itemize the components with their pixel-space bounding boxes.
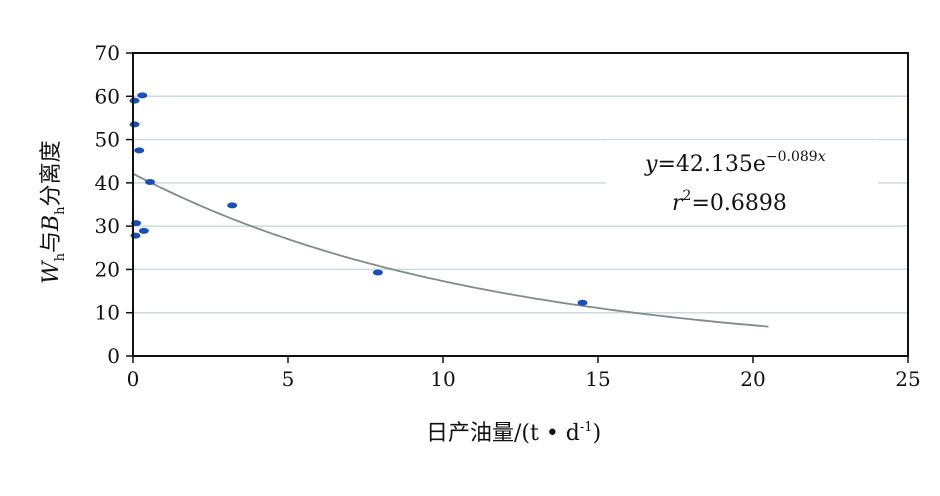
trendline-group (132, 172, 769, 328)
x-axis-title: 日产油量/(t • d-1) (426, 420, 601, 446)
y-axis-title-tail: 分离度 (39, 140, 64, 206)
data-point-0 (129, 97, 140, 104)
data-point-3 (134, 147, 145, 154)
y-tick-label-7: 70 (95, 41, 120, 65)
y-tick-label-5: 50 (95, 128, 120, 152)
data-point-4 (145, 178, 156, 185)
equation-label: y=42.135e−0.089x (644, 149, 826, 177)
r-symbol: r (672, 191, 684, 216)
y-tick-label-3: 30 (95, 214, 120, 238)
data-point-7 (138, 227, 149, 234)
y-tick-label-0: 0 (107, 344, 120, 368)
gridlines (133, 95, 908, 314)
y-tick-label-6: 60 (95, 84, 120, 108)
y-axis-title-b-sub: h (53, 206, 68, 215)
y-axis-title-w: W (39, 259, 64, 284)
equation-y: y (644, 152, 658, 177)
x-tick-label-3: 15 (585, 367, 610, 391)
y-tick-label-4: 40 (95, 171, 120, 195)
x-tick-label-5: 25 (895, 367, 920, 391)
equation-label-background (606, 140, 878, 224)
y-axis-title-w-sub: h (53, 252, 68, 261)
x-axis-title-main: 日产油量/(t • d (426, 421, 580, 446)
y-axis-ticks: 0 10 20 30 40 50 60 70 (95, 41, 133, 368)
y-axis-title-mid: 与 (39, 231, 64, 253)
y-axis-title: Wh与Bh分离度 (39, 140, 68, 284)
equation-exponent: −0.089 (766, 149, 818, 165)
data-point-1 (137, 92, 148, 99)
x-axis-ticks: 0 5 10 15 20 25 (127, 356, 921, 391)
trendline (132, 172, 769, 328)
x-axis-title-close: ) (593, 421, 602, 446)
equation-body: =42.135e (657, 152, 765, 177)
r-squared-label: r2=0.6898 (672, 188, 787, 216)
data-point-2 (129, 121, 140, 128)
x-tick-label-1: 5 (282, 367, 295, 391)
plot-border (132, 52, 909, 357)
y-tick-label-1: 10 (95, 301, 120, 325)
x-tick-label-4: 20 (740, 367, 765, 391)
data-point-9 (372, 269, 383, 276)
x-axis-title-sup: -1 (580, 420, 593, 435)
r-sup: 2 (683, 188, 692, 204)
x-tick-label-0: 0 (127, 367, 140, 391)
r-squared-value: =0.6898 (691, 191, 786, 216)
data-point-8 (130, 232, 141, 239)
data-point-10 (577, 299, 588, 306)
data-point-5 (227, 202, 238, 209)
y-axis-title-b: B (39, 215, 64, 232)
equation-exponent-x: x (818, 149, 826, 165)
x-tick-label-2: 10 (430, 367, 455, 391)
y-tick-label-2: 20 (95, 257, 120, 281)
